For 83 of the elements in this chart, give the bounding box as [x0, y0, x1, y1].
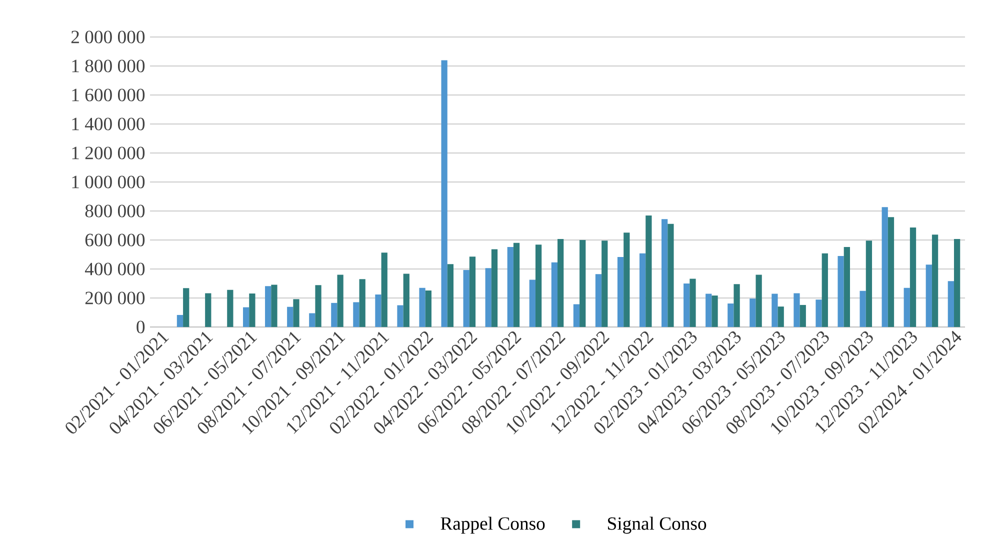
bar [447, 264, 454, 327]
bar [271, 284, 278, 327]
bar [580, 240, 586, 327]
bar [485, 268, 492, 327]
bar [331, 302, 338, 327]
bar [800, 304, 806, 327]
bar [183, 288, 190, 327]
bar [860, 290, 866, 327]
bar [882, 207, 888, 327]
bar [756, 274, 762, 327]
bar [712, 296, 718, 327]
bar [888, 217, 894, 327]
y-tick-label: 2 000 000 [71, 30, 145, 44]
bar [337, 274, 344, 327]
bar [954, 238, 960, 327]
bar [910, 228, 916, 327]
legend-label: Signal Conso [608, 516, 706, 534]
bar [176, 314, 184, 327]
y-tick-label: 1 600 000 [72, 88, 145, 102]
bar [315, 285, 322, 327]
bar [926, 264, 932, 327]
bar [706, 294, 712, 327]
bar [778, 306, 784, 327]
bar [750, 298, 756, 327]
y-tick-label: 600 000 [85, 234, 145, 246]
bar [639, 253, 646, 327]
bar [397, 305, 404, 327]
bar [684, 284, 690, 327]
bar [844, 246, 850, 327]
bar [838, 256, 844, 327]
bar [932, 234, 938, 327]
y-tick-label: 1 400 000 [72, 118, 145, 130]
y-tick-label: 1 000 000 [72, 176, 145, 188]
y-tick-label: 400 000 [84, 262, 145, 276]
bar [507, 246, 514, 327]
bar [772, 294, 778, 327]
bar [595, 274, 602, 327]
bar [491, 249, 498, 327]
bar [646, 215, 652, 327]
bar [353, 302, 360, 327]
bar [822, 253, 828, 327]
bar [205, 293, 212, 327]
bar [734, 284, 740, 327]
bar [463, 270, 470, 327]
bar [425, 290, 432, 327]
y-tick-label: 0 [136, 320, 145, 334]
bar [441, 60, 448, 327]
bar [668, 224, 674, 327]
bar [265, 286, 272, 327]
bar [602, 240, 608, 327]
bar [816, 300, 822, 327]
bar [948, 281, 954, 327]
bar [227, 290, 234, 327]
bar [469, 256, 476, 327]
bar [728, 304, 734, 327]
bar [866, 240, 872, 327]
bar [529, 280, 536, 327]
bar [617, 256, 624, 327]
bar [690, 278, 696, 327]
y-tick-label: 800 000 [85, 204, 145, 218]
bar [419, 288, 426, 327]
bar [375, 294, 382, 327]
y-tick-label: 200 000 [85, 292, 145, 304]
bar [293, 299, 300, 327]
bar [359, 279, 366, 327]
bar [662, 219, 668, 327]
bar [558, 238, 564, 327]
y-tick-label: 1 200 000 [72, 146, 145, 160]
y-tick-label: 1 800 000 [72, 60, 145, 72]
bar [403, 274, 410, 327]
bar [242, 307, 250, 327]
bar [249, 294, 256, 327]
bar [624, 232, 630, 327]
bar [573, 304, 580, 327]
bar [287, 306, 294, 327]
legend-label: Rappel Conso [440, 516, 545, 534]
bar [381, 252, 388, 327]
bar [309, 313, 316, 327]
bar [513, 242, 520, 327]
bar [535, 244, 542, 327]
bar [904, 288, 910, 327]
bar [794, 293, 800, 327]
bar [551, 262, 558, 327]
